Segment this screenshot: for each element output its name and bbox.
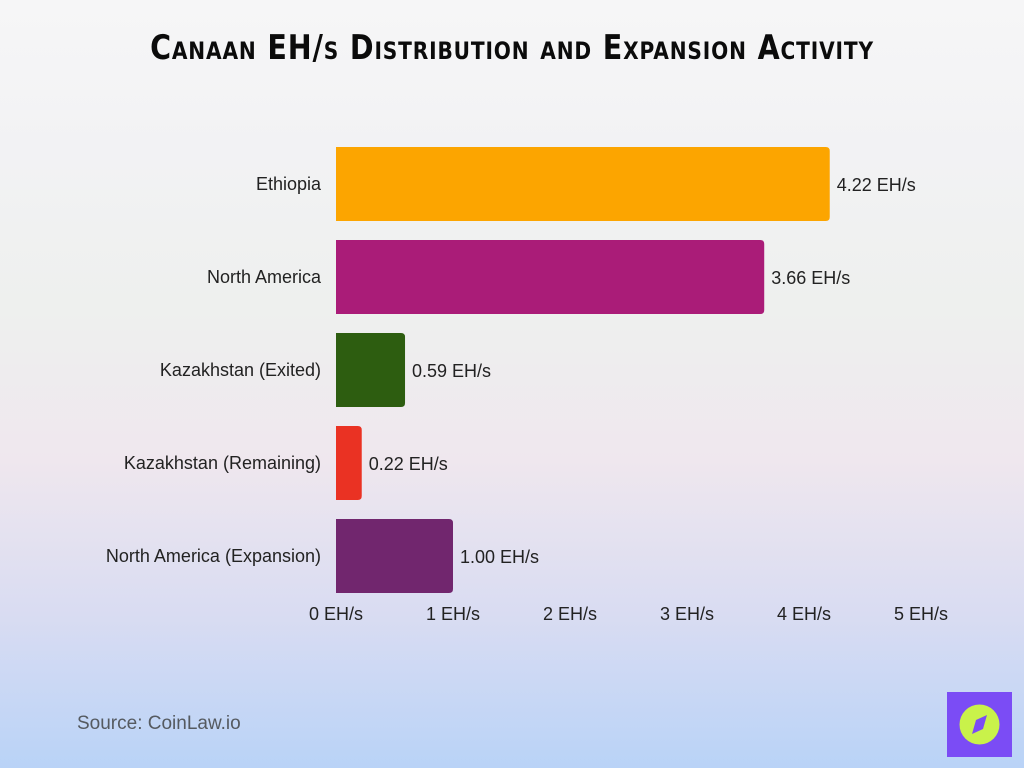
category-label: North America xyxy=(207,267,322,287)
data-label: 0.22 EH/s xyxy=(369,454,448,474)
category-label: North America (Expansion) xyxy=(106,546,321,566)
x-tick-label: 1 EH/s xyxy=(426,604,480,624)
data-label: 4.22 EH/s xyxy=(837,175,916,195)
bar xyxy=(336,333,406,407)
bar xyxy=(336,240,765,314)
data-label: 1.00 EH/s xyxy=(460,547,539,567)
chart-title: Canaan EH/s Distribution and Expansion A… xyxy=(150,28,874,68)
category-label: Ethiopia xyxy=(256,174,322,194)
x-tick-label: 2 EH/s xyxy=(543,604,597,624)
x-tick-label: 0 EH/s xyxy=(309,604,363,624)
brand-logo xyxy=(947,692,1012,757)
category-label: Kazakhstan (Exited) xyxy=(160,360,321,380)
bar xyxy=(336,426,362,500)
compass-icon xyxy=(959,704,1000,745)
source-note: Source: CoinLaw.io xyxy=(77,713,241,734)
data-label: 0.59 EH/s xyxy=(412,361,491,381)
bar xyxy=(336,147,830,221)
bar xyxy=(336,519,453,593)
x-tick-label: 5 EH/s xyxy=(894,604,948,624)
x-tick-label: 4 EH/s xyxy=(777,604,831,624)
x-tick-label: 3 EH/s xyxy=(660,604,714,624)
data-label: 3.66 EH/s xyxy=(771,268,850,288)
category-label: Kazakhstan (Remaining) xyxy=(124,453,321,473)
